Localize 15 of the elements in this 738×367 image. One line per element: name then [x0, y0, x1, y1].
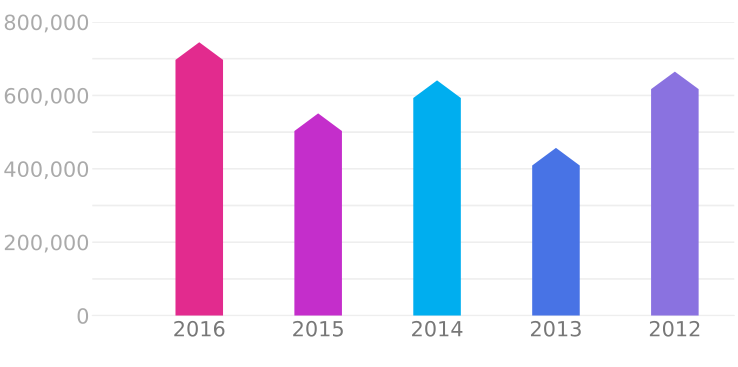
x-tick-label: 2016 — [174, 320, 224, 337]
y-tick-label: 0 — [78, 308, 88, 324]
bar — [413, 80, 461, 316]
x-tick-label: 2015 — [293, 320, 343, 337]
y-tick-label: 200,000 — [4, 234, 88, 253]
x-tick-label: 2012 — [650, 320, 700, 337]
bar — [532, 148, 580, 316]
bar — [175, 42, 224, 316]
bar — [651, 72, 699, 316]
y-tick-label: 600,000 — [4, 88, 88, 106]
x-tick-label: 2014 — [412, 320, 462, 337]
y-tick-label: 400,000 — [4, 161, 88, 180]
bar — [294, 113, 342, 316]
y-tick-label: 800,000 — [4, 14, 88, 32]
x-tick-label: 2013 — [530, 320, 581, 337]
